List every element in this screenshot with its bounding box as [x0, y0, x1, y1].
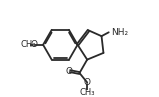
- Text: CH₃: CH₃: [79, 88, 95, 97]
- Text: O: O: [31, 40, 38, 49]
- Text: NH₂: NH₂: [111, 28, 128, 37]
- Text: CH₃: CH₃: [20, 40, 35, 49]
- Text: O: O: [84, 78, 91, 87]
- Text: O: O: [65, 67, 72, 76]
